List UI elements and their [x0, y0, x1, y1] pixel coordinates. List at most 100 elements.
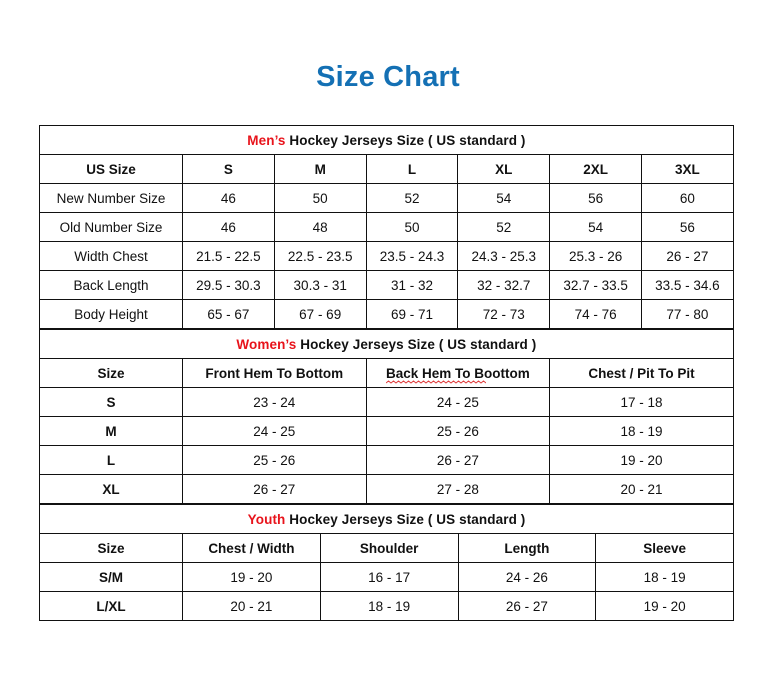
size-tables-container: Men’s Hockey Jerseys Size ( US standard …: [38, 125, 735, 621]
table-row: L/XL 20 - 21 18 - 19 26 - 27 19 - 20: [39, 591, 735, 621]
mens-col-header-4: XL: [457, 154, 551, 184]
womens-cell-0-1: 24 - 25: [365, 387, 551, 417]
youth-col-header-4: Sleeve: [595, 533, 735, 563]
mens-cell-2-1: 22.5 - 23.5: [273, 241, 367, 271]
mens-col-header-1: S: [182, 154, 275, 184]
youth-banner-accent: Youth: [247, 511, 286, 527]
mens-banner-accent: Men’s: [247, 132, 286, 148]
table-row: XL 26 - 27 27 - 28 20 - 21: [39, 474, 734, 504]
mens-cell-3-5: 33.5 - 34.6: [640, 270, 734, 300]
womens-cell-2-0: 25 - 26: [182, 445, 367, 475]
table-row: New Number Size 46 50 52 54 56 60: [39, 183, 734, 213]
mens-cell-3-2: 31 - 32: [365, 270, 459, 300]
womens-row-label-1: M: [39, 416, 183, 446]
womens-banner-row: Women’s Hockey Jerseys Size ( US standar…: [39, 329, 734, 359]
womens-col-header-2: Back Hem To Boottom: [365, 358, 551, 388]
womens-col-header-0: Size: [39, 358, 183, 388]
table-row: Body Height 65 - 67 67 - 69 69 - 71 72 -…: [39, 299, 734, 329]
table-row: Back Length 29.5 - 30.3 30.3 - 31 31 - 3…: [39, 270, 734, 300]
mens-cell-1-5: 56: [640, 212, 734, 242]
womens-cell-2-2: 19 - 20: [549, 445, 734, 475]
womens-col-header-2-text: Back Hem To Boottom: [386, 365, 530, 381]
mens-cell-3-1: 30.3 - 31: [273, 270, 367, 300]
womens-row-label-0: S: [39, 387, 183, 417]
womens-cell-2-1: 26 - 27: [365, 445, 551, 475]
mens-cell-1-2: 50: [365, 212, 459, 242]
mens-section-banner: Men’s Hockey Jerseys Size ( US standard …: [39, 125, 734, 155]
table-row: Old Number Size 46 48 50 52 54 56: [39, 212, 734, 242]
mens-cell-4-3: 72 - 73: [457, 299, 551, 329]
womens-col-header-3: Chest / Pit To Pit: [549, 358, 734, 388]
mens-banner-row: Men’s Hockey Jerseys Size ( US standard …: [39, 125, 734, 155]
youth-cell-0-2: 24 - 26: [457, 562, 597, 592]
mens-row-label-3: Back Length: [39, 270, 183, 300]
mens-banner-rest: Hockey Jerseys Size ( US standard ): [285, 132, 526, 148]
womens-col-header-1: Front Hem To Bottom: [182, 358, 367, 388]
youth-section-banner: Youth Hockey Jerseys Size ( US standard …: [38, 504, 735, 534]
mens-col-header-3: L: [365, 154, 459, 184]
mens-cell-3-4: 32.7 - 33.5: [549, 270, 642, 300]
mens-cell-4-5: 77 - 80: [640, 299, 734, 329]
youth-cell-0-0: 19 - 20: [182, 562, 321, 592]
youth-banner-rest: Hockey Jerseys Size ( US standard ): [285, 511, 526, 527]
mens-cell-0-5: 60: [640, 183, 734, 213]
youth-cell-0-1: 16 - 17: [319, 562, 459, 592]
mens-cell-2-3: 24.3 - 25.3: [457, 241, 551, 271]
mens-cell-0-4: 56: [549, 183, 642, 213]
spellcheck-squiggle-icon: [386, 379, 486, 384]
youth-cell-1-0: 20 - 21: [182, 591, 321, 621]
mens-cell-0-0: 46: [182, 183, 275, 213]
mens-cell-1-0: 46: [182, 212, 275, 242]
youth-col-header-1: Chest / Width: [182, 533, 321, 563]
mens-col-header-5: 2XL: [549, 154, 642, 184]
mens-cell-0-1: 50: [273, 183, 367, 213]
table-row: M 24 - 25 25 - 26 18 - 19: [39, 416, 734, 446]
mens-size-table: Men’s Hockey Jerseys Size ( US standard …: [39, 125, 734, 329]
mens-cell-2-0: 21.5 - 22.5: [182, 241, 275, 271]
mens-cell-1-3: 52: [457, 212, 551, 242]
womens-cell-0-2: 17 - 18: [549, 387, 734, 417]
youth-cell-1-2: 26 - 27: [457, 591, 597, 621]
womens-cell-1-2: 18 - 19: [549, 416, 734, 446]
womens-section-banner: Women’s Hockey Jerseys Size ( US standar…: [39, 329, 734, 359]
womens-banner-accent: Women’s: [236, 336, 297, 352]
mens-cell-3-3: 32 - 32.7: [457, 270, 551, 300]
table-row: L 25 - 26 26 - 27 19 - 20: [39, 445, 734, 475]
table-row: S/M 19 - 20 16 - 17 24 - 26 18 - 19: [39, 562, 735, 592]
mens-cell-4-0: 65 - 67: [182, 299, 275, 329]
mens-cell-4-1: 67 - 69: [273, 299, 367, 329]
mens-col-header-6: 3XL: [640, 154, 734, 184]
womens-cell-1-1: 25 - 26: [365, 416, 551, 446]
table-row: S 23 - 24 24 - 25 17 - 18: [39, 387, 734, 417]
womens-cell-3-0: 26 - 27: [182, 474, 367, 504]
mens-cell-4-4: 74 - 76: [549, 299, 642, 329]
mens-row-label-4: Body Height: [39, 299, 183, 329]
youth-cell-1-1: 18 - 19: [319, 591, 459, 621]
misspelled-header-wrapper: Back Hem To Boottom: [386, 365, 530, 384]
womens-size-table: Women’s Hockey Jerseys Size ( US standar…: [39, 329, 734, 504]
mens-row-label-0: New Number Size: [39, 183, 183, 213]
youth-banner-row: Youth Hockey Jerseys Size ( US standard …: [38, 504, 735, 534]
youth-cell-1-3: 19 - 20: [595, 591, 735, 621]
mens-cell-2-2: 23.5 - 24.3: [365, 241, 459, 271]
mens-cell-3-0: 29.5 - 30.3: [182, 270, 275, 300]
mens-cell-2-4: 25.3 - 26: [549, 241, 642, 271]
mens-cell-2-5: 26 - 27: [640, 241, 734, 271]
womens-cell-1-0: 24 - 25: [182, 416, 367, 446]
mens-column-header-row: US Size S M L XL 2XL 3XL: [39, 154, 734, 184]
mens-row-label-1: Old Number Size: [39, 212, 183, 242]
youth-cell-0-3: 18 - 19: [595, 562, 735, 592]
youth-col-header-2: Shoulder: [319, 533, 459, 563]
youth-column-header-row: Size Chest / Width Shoulder Length Sleev…: [39, 533, 735, 563]
mens-cell-4-2: 69 - 71: [365, 299, 459, 329]
mens-cell-1-1: 48: [273, 212, 367, 242]
womens-column-header-row: Size Front Hem To Bottom Back Hem To Boo…: [39, 358, 734, 388]
mens-row-label-2: Width Chest: [39, 241, 183, 271]
mens-col-header-2: M: [273, 154, 367, 184]
womens-row-label-3: XL: [39, 474, 183, 504]
youth-col-header-3: Length: [457, 533, 597, 563]
youth-col-header-0: Size: [39, 533, 183, 563]
womens-banner-rest: Hockey Jerseys Size ( US standard ): [296, 336, 537, 352]
mens-cell-0-2: 52: [365, 183, 459, 213]
